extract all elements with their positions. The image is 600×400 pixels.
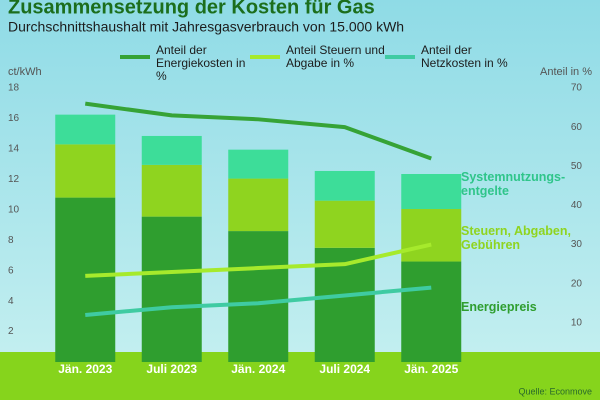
bar-segment: [401, 209, 462, 262]
line: [84, 101, 432, 161]
line: [85, 242, 432, 278]
y-tick-label: 4: [8, 296, 14, 307]
y2-tick-label: 50: [571, 161, 583, 172]
x-tick-label: Jän. 2025: [404, 362, 458, 376]
y-tick-label: 14: [8, 144, 20, 155]
bar-segment: [55, 197, 116, 362]
series-label: Steuern, Abgaben, Gebühren: [461, 224, 571, 252]
y2-tick-label: 30: [571, 239, 583, 250]
y-tick-label: 18: [8, 83, 20, 94]
y2-tick-label: 60: [571, 122, 583, 133]
bar-segment: [228, 149, 289, 179]
y-tick-label: 6: [8, 265, 14, 276]
bar-segment: [55, 144, 116, 198]
y2-tick-label: 10: [571, 317, 583, 328]
bar-segment: [228, 178, 289, 232]
y2-tick-label: 70: [571, 83, 583, 94]
line: [85, 285, 432, 318]
y2-tick-label: 40: [571, 200, 583, 211]
chart-subtitle: Durchschnittshaushalt mit Jahresgasverbr…: [8, 19, 404, 35]
bar-segment: [141, 164, 202, 217]
y-tick-label: 10: [8, 204, 20, 215]
series-label: Energiepreis: [461, 300, 537, 314]
bar-segment: [401, 261, 462, 362]
y-axis-label: ct/kWh: [8, 66, 42, 78]
legend-label: Anteil der Netzkosten in %: [421, 43, 508, 70]
y-tick-label: 16: [8, 113, 20, 124]
y2-axis-label: Anteil in %: [540, 66, 592, 78]
x-tick-label: Jän. 2023: [58, 362, 112, 376]
legend-label: Anteil der Energiekosten in %: [156, 43, 246, 83]
y2-tick-label: 20: [571, 278, 583, 289]
legend-label: Anteil Steuern und Abgabe in %: [286, 43, 385, 70]
y-tick-label: 8: [8, 235, 14, 246]
bar-segment: [314, 170, 375, 201]
x-tick-label: Juli 2023: [146, 362, 197, 376]
y-tick-label: 12: [8, 174, 20, 185]
bar-segment: [141, 216, 202, 362]
bar-segment: [401, 174, 462, 210]
x-tick-label: Jän. 2024: [231, 362, 285, 376]
y-tick-label: 2: [8, 326, 14, 337]
bar-segment: [141, 135, 202, 165]
bar-segment: [314, 200, 375, 248]
bar-segment: [228, 231, 289, 362]
source: Quelle: Econmove: [518, 386, 592, 396]
chart-title: Zusammensetzung der Kosten für Gas: [8, 0, 375, 18]
series-label: Systemnutzungs-entgelte: [461, 170, 566, 198]
x-tick-label: Juli 2024: [319, 362, 370, 376]
bar-segment: [55, 114, 116, 145]
